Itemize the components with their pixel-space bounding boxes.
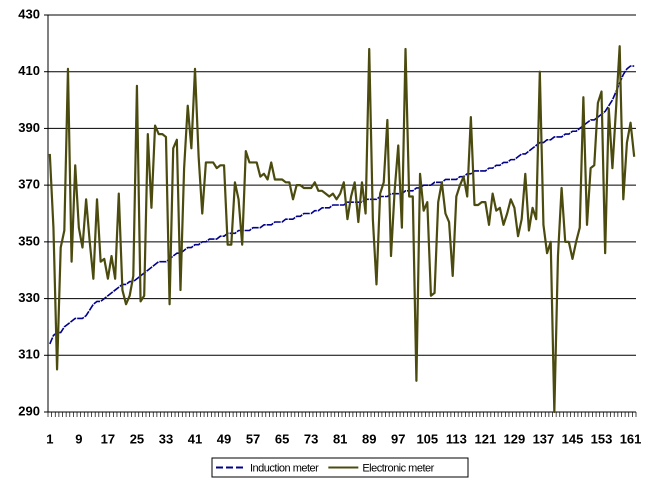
x-tick-label: 129 — [504, 431, 526, 446]
x-tick-label: 89 — [362, 431, 376, 446]
x-tick-label: 97 — [391, 431, 405, 446]
x-tick-label: 57 — [246, 431, 260, 446]
x-tick-label: 145 — [562, 431, 584, 446]
x-tick-label: 49 — [217, 431, 231, 446]
series-line — [48, 45, 636, 414]
x-tick-label: 153 — [591, 431, 613, 446]
y-tick-label: 370 — [18, 177, 40, 192]
x-tick-label: 25 — [130, 431, 144, 446]
y-tick-label: 410 — [18, 63, 40, 78]
x-tick-label: 137 — [533, 431, 555, 446]
y-tick-label: 310 — [18, 347, 40, 362]
x-tick-label: 17 — [101, 431, 115, 446]
legend-label: Electronic meter — [362, 462, 434, 474]
x-tick-label: 9 — [75, 431, 82, 446]
y-tick-label: 290 — [18, 403, 40, 418]
x-tick-label: 161 — [620, 431, 642, 446]
x-tick-label: 65 — [275, 431, 289, 446]
x-tick-label: 73 — [304, 431, 318, 446]
x-tick-label: 121 — [475, 431, 497, 446]
legend: Induction meter Electronic meter — [211, 457, 469, 478]
series-line — [49, 65, 635, 345]
y-tick-label: 390 — [18, 120, 40, 135]
y-tick-label: 350 — [18, 233, 40, 248]
x-tick-label: 105 — [416, 431, 438, 446]
x-tick-label: 41 — [188, 431, 202, 446]
x-tick-label: 1 — [46, 431, 53, 446]
y-tick-label: 430 — [18, 6, 40, 21]
x-tick-label: 113 — [446, 431, 467, 446]
x-tick-label: 81 — [333, 431, 347, 446]
y-tick-label: 330 — [18, 290, 40, 305]
legend-label: Induction meter — [250, 462, 319, 474]
x-tick-label: 33 — [159, 431, 173, 446]
